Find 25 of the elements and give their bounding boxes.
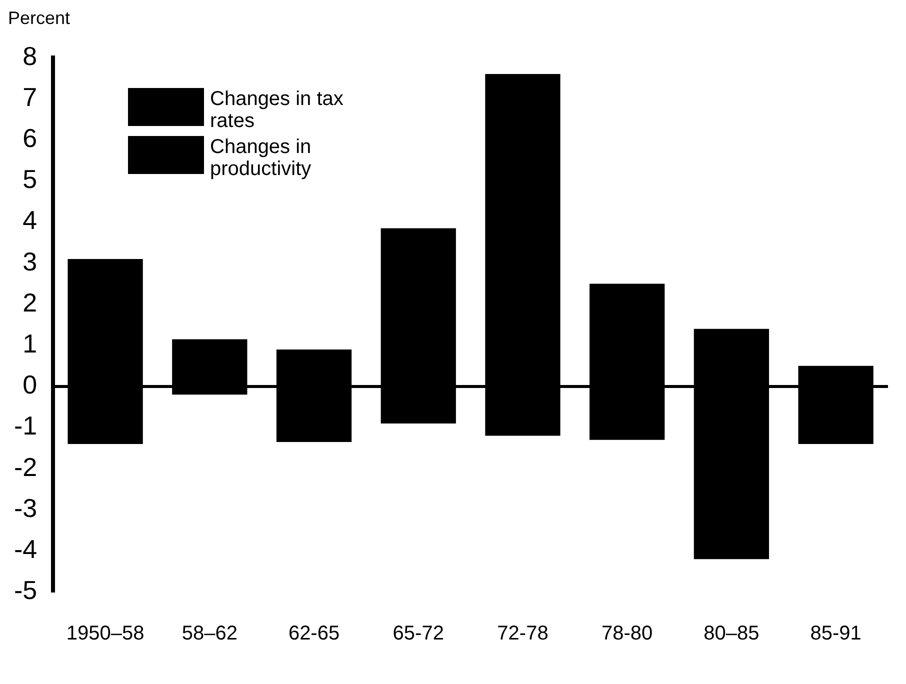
x-tick-label: 1950–58 [66,622,144,645]
x-tick-label: 85-91 [810,622,862,645]
x-tick-label: 62-65 [288,622,340,645]
y-tick-label: 7 [22,82,38,112]
y-tick-label: -1 [14,410,38,441]
x-tick-label: 58–62 [182,622,238,645]
y-tick-label: -2 [14,452,38,482]
y-tick-label: 3 [22,246,38,276]
y-tick-label: 8 [22,40,38,71]
y-tick-label: 0 [22,370,38,400]
y-tick-label: -5 [14,575,38,606]
legend-label: Changes in productivity [210,136,312,180]
x-tick-label: 72-78 [497,622,548,645]
y-tick-label: -3 [14,492,38,523]
y-tick-label: 6 [22,122,38,153]
x-tick-label: 78-80 [602,622,653,645]
y-axis-title: Percent [8,8,70,29]
x-tick-label: 80–85 [704,622,760,645]
y-tick-label: 5 [22,164,38,194]
legend-label: Changes in tax rates [210,88,344,132]
y-tick-label: 2 [22,287,38,318]
x-tick-label: 65-72 [392,622,444,645]
y-tick-label: -4 [14,534,38,564]
y-tick-label: 4 [22,205,38,236]
y-tick-label: 1 [22,328,38,359]
